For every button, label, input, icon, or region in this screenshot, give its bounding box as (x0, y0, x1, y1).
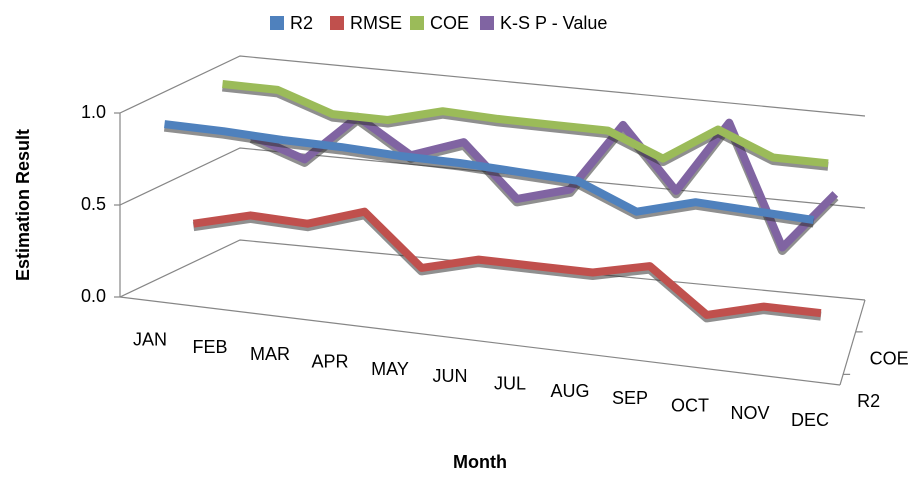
series-shadow (249, 115, 839, 255)
axis-line (119, 296, 841, 386)
grid-line (119, 147, 866, 209)
x-tick-label: JUL (494, 373, 526, 393)
series-line (164, 120, 815, 224)
x-tick-label: DEC (791, 410, 829, 430)
depth-label: R2 (857, 391, 880, 411)
legend-label: K-S P - Value (500, 13, 607, 33)
legend-label: R2 (290, 13, 313, 33)
legend-swatch (270, 16, 284, 30)
y-tick-label: 1.0 (81, 102, 106, 122)
x-tick-label: JUN (433, 366, 468, 386)
grid-line (119, 239, 866, 301)
axis-line (839, 299, 866, 386)
x-tick-label: APR (311, 351, 348, 371)
x-tick-label: MAR (250, 344, 290, 364)
y-tick-label: 0.0 (81, 286, 106, 306)
x-tick-label: AUG (550, 381, 589, 401)
grid-line (119, 55, 866, 117)
legend-label: RMSE (350, 13, 402, 33)
legend-swatch (330, 16, 344, 30)
legend-swatch (480, 16, 494, 30)
series-line (222, 80, 829, 168)
x-tick-label: JAN (133, 329, 167, 349)
depth-label: COE (870, 349, 909, 369)
x-axis-title: Month (453, 452, 507, 472)
x-tick-label: NOV (730, 403, 769, 423)
x-tick-label: FEB (192, 337, 227, 357)
x-tick-label: MAY (371, 359, 409, 379)
x-tick-label: OCT (671, 395, 709, 415)
y-tick-label: 0.5 (81, 194, 106, 214)
x-tick-label: SEP (612, 388, 648, 408)
legend-swatch (410, 16, 424, 30)
legend: R2 RMSE COE K-S P - Value (270, 13, 607, 33)
y-axis-title: Estimation Result (13, 129, 33, 281)
legend-label: COE (430, 13, 469, 33)
series-line (192, 207, 822, 319)
